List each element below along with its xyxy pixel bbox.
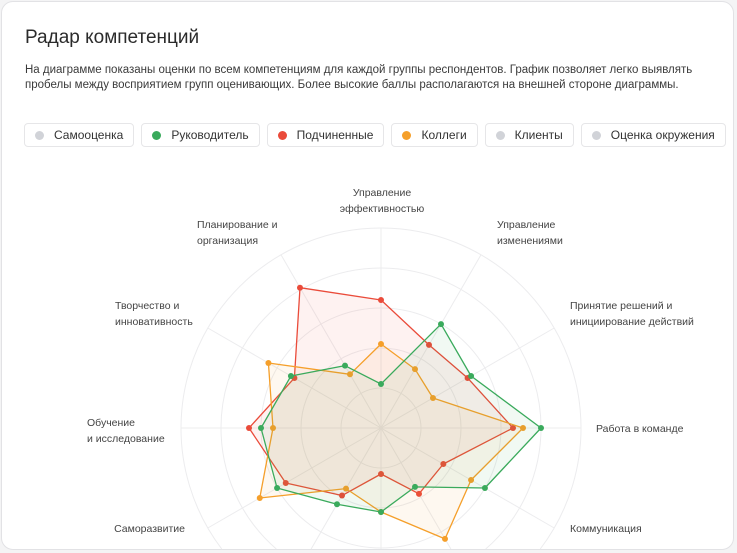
data-point — [378, 297, 384, 303]
axis-label-line: организация — [197, 235, 259, 247]
axis-label-line: Управление — [497, 219, 556, 231]
legend-item-subordinates[interactable]: Подчиненные — [266, 123, 385, 147]
axis-label-line: эффективностью — [339, 203, 425, 215]
data-point — [468, 477, 475, 483]
axis-label-line: Коммуникация — [570, 523, 642, 535]
data-point — [510, 425, 516, 431]
axis-label-line: Принятие решений и — [570, 300, 673, 312]
axis-label: Управление изменениями — [497, 217, 563, 249]
axis-label-line: инициирование действий — [570, 316, 694, 328]
axis-label-line: и исследование — [87, 433, 165, 445]
data-point — [287, 373, 294, 379]
data-point — [334, 501, 340, 508]
axis-label: Коммуникация — [570, 521, 642, 537]
axis-label: Работа в команде — [596, 421, 683, 437]
data-point — [412, 483, 418, 490]
axis-label-line: инновативность — [115, 316, 193, 328]
data-point — [416, 490, 422, 497]
data-point — [270, 425, 276, 431]
data-point — [347, 371, 353, 378]
axis-label: Управление эффективностью — [331, 185, 433, 217]
axis-label: Творчество и инновативность — [115, 298, 193, 330]
legend-label: Клиенты — [514, 128, 563, 142]
data-point — [520, 425, 526, 431]
data-point — [342, 362, 348, 369]
data-point — [297, 284, 303, 291]
legend-label: Самооценка — [54, 128, 124, 142]
legend-dot-icon — [277, 130, 287, 140]
legend-dot-icon — [402, 130, 412, 140]
data-point — [468, 373, 475, 379]
data-point — [378, 341, 384, 347]
data-point — [282, 480, 289, 486]
data-point — [246, 425, 252, 431]
data-point — [378, 471, 384, 477]
data-point — [378, 381, 384, 387]
data-point — [412, 366, 418, 373]
legend-label: Коллеги — [421, 128, 467, 142]
axis-label-line: Саморазвитие — [114, 523, 185, 535]
grid-spoke — [207, 427, 382, 529]
grid-spoke — [380, 254, 482, 429]
legend: Самооценка Руководитель Подчиненные Колл… — [24, 123, 726, 147]
data-point — [274, 485, 281, 491]
grid-spoke — [280, 254, 382, 429]
data-point — [426, 341, 432, 348]
data-point — [538, 425, 544, 431]
page-title: Радар компетенций — [25, 27, 200, 48]
legend-item-self[interactable]: Самооценка — [24, 123, 135, 147]
axis-label-line: Управление — [352, 187, 412, 199]
axis-label: Принятие решений и инициирование действий — [570, 298, 694, 330]
data-point — [265, 360, 272, 366]
axis-label-line: Планирование и — [197, 219, 278, 231]
axis-label-line: Обучение — [87, 417, 136, 429]
axis-label-line: изменениями — [497, 235, 563, 247]
legend-dot-icon — [152, 130, 162, 140]
legend-dot-icon — [35, 130, 44, 140]
data-point — [256, 495, 263, 501]
data-point — [339, 492, 345, 499]
data-point — [378, 509, 384, 515]
legend-dot-icon — [591, 130, 601, 140]
legend-dot-icon — [495, 130, 505, 140]
grid-spoke — [380, 427, 555, 529]
legend-item-manager[interactable]: Руководитель — [141, 123, 260, 147]
legend-item-clients[interactable]: Клиенты — [484, 123, 574, 147]
legend-label: Подчиненные — [296, 128, 374, 142]
axis-label: Саморазвитие — [111, 521, 185, 537]
data-point — [481, 485, 488, 491]
data-point — [343, 485, 349, 492]
chart-description: На диаграмме показаны оценки по всем ком… — [25, 64, 693, 91]
axis-label-line: Творчество и — [115, 300, 180, 312]
axis-label: Планирование и организация — [197, 217, 277, 249]
legend-item-environment[interactable]: Оценка окружения — [580, 123, 726, 147]
axis-label: Обучение и исследование — [87, 415, 165, 447]
legend-item-peers[interactable]: Коллеги — [391, 123, 478, 147]
axis-label-line: Работа в команде — [596, 423, 684, 435]
grid-ring — [180, 227, 582, 550]
data-point — [429, 395, 436, 401]
data-point — [258, 425, 264, 431]
legend-label: Оценка окружения — [610, 128, 715, 142]
data-point — [438, 321, 444, 328]
data-point — [440, 461, 447, 467]
legend-label: Руководитель — [171, 128, 249, 142]
data-point — [442, 535, 448, 542]
